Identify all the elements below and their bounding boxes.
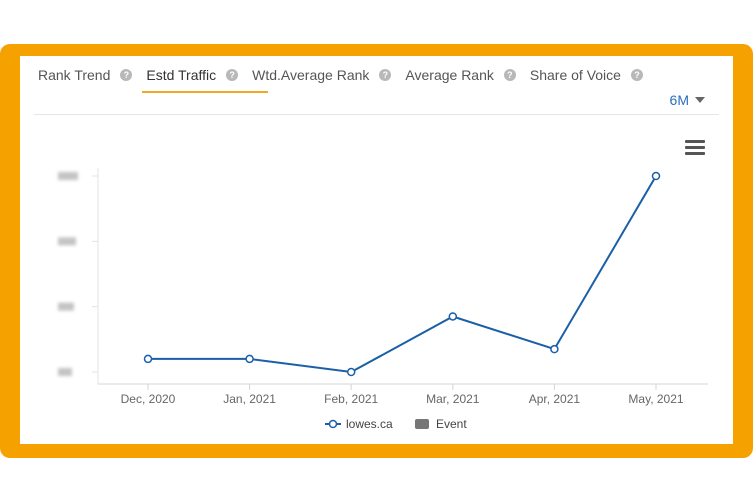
help-icon[interactable]: ?	[379, 69, 392, 81]
help-icon[interactable]: ?	[120, 69, 133, 81]
tab-average-rank[interactable]: Average Rank ?	[403, 58, 517, 92]
tab-estd-traffic[interactable]: Estd Traffic ?	[142, 58, 268, 93]
legend-item-lowes-ca[interactable]: lowes.ca	[346, 417, 393, 431]
legend-marker-icon	[328, 419, 338, 429]
traffic-line-chart: Dec, 2020 Jan, 2021 Feb, 2021 Mar, 2021 Apr,…	[58, 168, 708, 431]
y-tick-label-obscured	[58, 172, 78, 180]
tab-share-of-voice[interactable]: Share of Voice ?	[528, 58, 645, 92]
tab-label: Estd Traffic	[146, 67, 217, 83]
x-tick-label: Feb, 2021	[324, 392, 378, 406]
y-tick-label-obscured	[58, 237, 76, 246]
tab-wtd-average-rank[interactable]: Wtd.Average Rank ?	[250, 58, 393, 92]
x-tick-label: Mar, 2021	[426, 392, 480, 406]
tab-rank-trend[interactable]: Rank Trend ?	[36, 58, 134, 92]
help-icon[interactable]: ?	[226, 69, 239, 81]
y-tick-label-obscured	[58, 302, 74, 311]
time-range-dropdown[interactable]: 6M	[670, 92, 705, 108]
data-point[interactable]	[448, 312, 458, 321]
tab-label: Share of Voice	[529, 67, 621, 83]
tab-label: Average Rank	[405, 67, 494, 83]
metric-tabs: Rank Trend ? Estd Traffic ? Wtd.Average …	[36, 56, 655, 93]
traffic-panel: Rank Trend ? Estd Traffic ? Wtd.Average …	[20, 56, 733, 444]
x-tick-label: Apr, 2021	[529, 392, 581, 406]
data-point[interactable]	[550, 344, 559, 354]
x-tick-label: May, 2021	[628, 392, 683, 406]
help-icon[interactable]: ?	[630, 69, 643, 81]
help-icon[interactable]: ?	[503, 69, 516, 81]
data-point[interactable]	[346, 367, 356, 377]
legend-square-icon	[415, 419, 429, 429]
time-range-value: 6M	[669, 92, 689, 108]
tab-label: Wtd.Average Rank	[252, 67, 370, 83]
chevron-down-icon	[695, 97, 705, 103]
legend-item-event[interactable]: Event	[436, 417, 467, 431]
chart-menu-icon[interactable]	[685, 140, 705, 156]
y-tick-label-obscured	[58, 368, 72, 376]
x-tick-label: Dec, 2020	[121, 392, 176, 406]
data-point[interactable]	[245, 354, 254, 364]
tab-divider	[34, 114, 719, 115]
x-tick-label: Jan, 2021	[223, 392, 276, 406]
data-point[interactable]	[143, 354, 153, 364]
data-point[interactable]	[651, 171, 661, 181]
series-line-lowes-ca	[148, 175, 657, 374]
tab-label: Rank Trend	[38, 67, 111, 83]
